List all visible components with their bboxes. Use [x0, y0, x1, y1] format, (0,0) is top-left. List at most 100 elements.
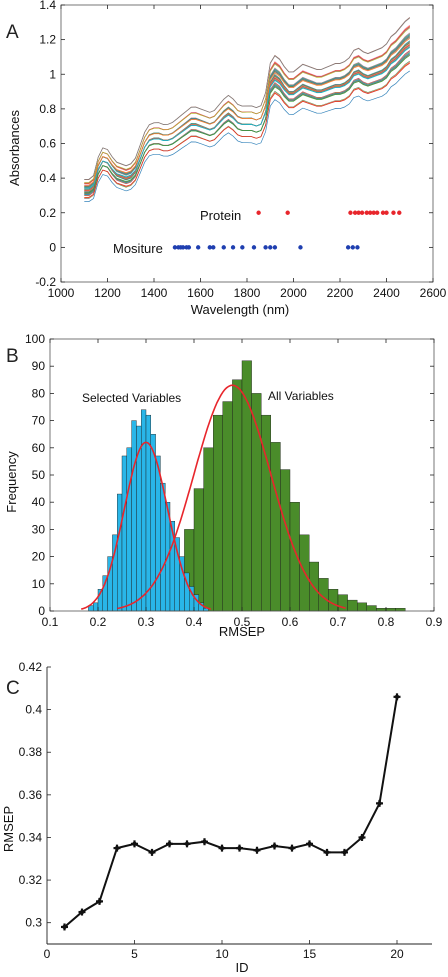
- protein-point: [256, 210, 261, 215]
- histogram-bar: [280, 469, 291, 612]
- all-variables-label: All Variables: [268, 389, 334, 403]
- panel-c-y-tick-label: 0.32: [19, 873, 43, 887]
- panel-b: B Selected Variables All Variables 0.1 0.…: [4, 332, 443, 639]
- protein-point: [348, 210, 353, 215]
- histogram-bar: [193, 488, 204, 612]
- panel-b-y-tick-label: 0: [38, 604, 45, 618]
- panel-b-y-tick-label: 20: [32, 550, 46, 564]
- panel-c-y-tick-label: 0.38: [19, 745, 43, 759]
- panel-b-y-tick-label: 50: [32, 468, 46, 482]
- rmsep-point: [376, 799, 383, 807]
- mositure-point: [240, 245, 245, 250]
- mositure-point: [355, 245, 360, 250]
- panel-a-x-tick-label: 1400: [141, 286, 168, 300]
- rmsep-point-dot: [219, 845, 225, 851]
- panel-a-y-tick-label: 1: [49, 67, 56, 81]
- histogram-bar: [337, 594, 348, 612]
- panel-c-x-tick-label: 15: [303, 947, 317, 961]
- panel-b-x-tick-label: 0.1: [42, 615, 59, 629]
- panel-c-ylabel: RMSEP: [1, 806, 16, 852]
- panel-b-axes: 0.1 0.2 0.3 0.4 0.5 0.6 0.7 0.8 0.9 0 10 20 30 40 50 60…: [25, 332, 443, 629]
- panel-a-y-tick-label: 0.8: [39, 102, 56, 116]
- protein-point: [397, 210, 402, 215]
- panel-c-y-tick-label: 0.3: [25, 916, 42, 930]
- panel-b-x-tick-label: 0.2: [90, 615, 107, 629]
- panel-b-y-tick-label: 10: [32, 577, 46, 591]
- mositure-point: [251, 245, 257, 250]
- spectrum-line: [84, 24, 411, 185]
- rmsep-point-dot: [79, 909, 85, 915]
- panel-c-label: C: [6, 678, 20, 699]
- panel-b-xlabel: RMSEP: [219, 624, 265, 639]
- histogram-bar: [121, 455, 128, 612]
- moisture-label: Mositure: [113, 241, 163, 256]
- rmsep-point-dot: [132, 841, 137, 847]
- panel-a-y-tick-label: 0.4: [39, 171, 56, 185]
- selected-variables-label: Selected Variables: [82, 391, 181, 405]
- panel-c-series: [61, 693, 401, 931]
- mositure-point: [263, 245, 268, 250]
- panel-a-y-tick-label: 1.2: [39, 33, 56, 47]
- rmsep-point-dot: [184, 841, 190, 847]
- panel-c-y-tick-label: 0.4: [25, 703, 42, 717]
- rmsep-point-dot: [167, 841, 172, 847]
- mositure-point: [221, 245, 226, 250]
- mositure-point: [298, 245, 303, 250]
- histogram-bar: [155, 455, 161, 612]
- histogram-bar: [116, 493, 123, 612]
- panel-a-y-tick-label: 0.6: [39, 137, 56, 151]
- panel-b-y-tick-label: 90: [32, 359, 46, 373]
- normal-fit-curve: [80, 441, 212, 610]
- panel-b-y-tick-label: 80: [32, 386, 46, 400]
- protein-point: [356, 210, 361, 215]
- protein-point: [352, 210, 358, 215]
- protein-label: Protein: [200, 208, 241, 223]
- rmsep-point: [306, 840, 313, 848]
- rmsep-point-dot: [324, 850, 330, 855]
- rmsep-point: [131, 840, 138, 848]
- panel-a-x-tick-label: 2000: [280, 286, 307, 300]
- rmsep-point-dot: [272, 843, 277, 849]
- panel-a-x-tick-label: 2600: [420, 286, 447, 300]
- histogram-bar: [395, 608, 406, 612]
- rmsep-point-dot: [237, 845, 242, 851]
- rmsep-line: [63, 696, 398, 928]
- panel-a-axes: 1000 1200 1400 1600 1800 2000 2200 2400 2600 -0.2…: [35, 0, 446, 300]
- rmsep-point-dot: [377, 801, 382, 806]
- rmsep-point-dot: [289, 845, 295, 851]
- histogram-bar: [376, 608, 387, 612]
- mositure-point: [172, 245, 178, 250]
- panel-a-y-tick-label: 1.4: [39, 0, 56, 12]
- histogram-bar: [328, 589, 339, 612]
- panel-b-x-tick-label: 0.6: [282, 615, 299, 629]
- rmsep-point: [393, 693, 401, 701]
- mositure-point: [272, 245, 278, 250]
- protein-point: [371, 210, 376, 215]
- panel-b-y-tick-label: 70: [32, 414, 46, 428]
- panel-b-label: B: [6, 346, 19, 367]
- spectrum-line: [84, 55, 411, 194]
- histogram-bar: [270, 442, 281, 612]
- rmsep-point-dot: [97, 899, 102, 904]
- mositure-point: [350, 245, 355, 250]
- rmsep-point: [341, 848, 348, 856]
- spectrum-line: [84, 36, 411, 187]
- mositure-point: [195, 245, 201, 250]
- histogram-bar: [212, 414, 223, 612]
- mositure-point: [230, 245, 236, 250]
- histogram-bar: [357, 602, 368, 612]
- rmsep-point: [358, 833, 366, 841]
- panel-b-x-tick-label: 0.7: [330, 615, 347, 629]
- histogram-bar: [160, 482, 166, 612]
- rmsep-point: [271, 842, 278, 850]
- rmsep-point-dot: [307, 841, 312, 847]
- rmsep-point: [166, 840, 173, 848]
- panel-c-x-tick-label: 10: [215, 947, 229, 961]
- histogram-bar: [241, 360, 252, 612]
- mositure-point: [186, 245, 192, 250]
- panel-b-x-tick-label: 0.3: [138, 615, 155, 629]
- rmsep-point: [201, 838, 208, 846]
- rmsep-point: [253, 846, 261, 854]
- panel-c-x-tick-label: 5: [131, 947, 138, 961]
